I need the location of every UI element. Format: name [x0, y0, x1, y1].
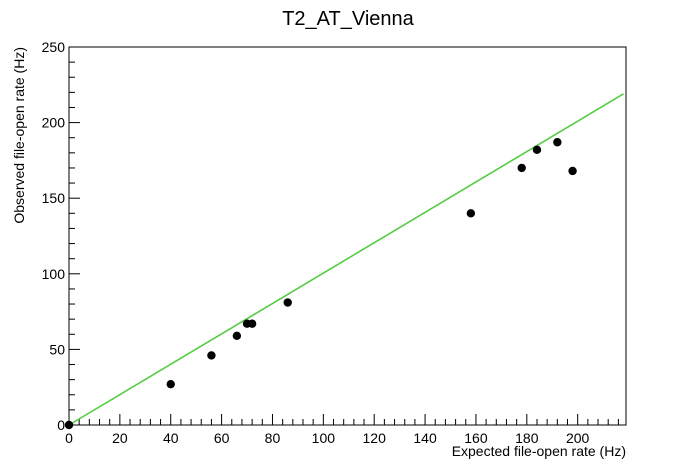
- x-axis-ticks: 0 20 40 60 80 100 120 140 160 180 200: [65, 414, 619, 446]
- y-tick-label: 100: [42, 266, 66, 282]
- data-point: [166, 379, 175, 389]
- chart-title: T2_AT_Vienna: [282, 8, 414, 30]
- y-tick-label: 250: [42, 39, 66, 55]
- fit-line: [68, 93, 624, 426]
- fit-line-group: [68, 93, 624, 426]
- y-tick-label: 150: [42, 190, 66, 206]
- x-tick-label: 140: [413, 430, 437, 446]
- data-point: [232, 331, 242, 340]
- x-axis-label: Expected file-open rate (Hz): [452, 443, 626, 459]
- x-tick-label: 120: [363, 430, 387, 446]
- plot-frame: [68, 46, 627, 426]
- x-tick-label: 200: [566, 430, 590, 446]
- data-point: [207, 351, 216, 360]
- data-point: [568, 166, 577, 176]
- y-tick-label: 0: [57, 417, 65, 433]
- data-point: [466, 209, 476, 218]
- data-point: [247, 319, 257, 328]
- x-tick-label: 100: [312, 430, 336, 446]
- data-point: [532, 145, 542, 155]
- x-tick-label: 160: [464, 430, 488, 446]
- x-tick-label: 180: [515, 430, 539, 446]
- x-tick-label: 0: [65, 430, 73, 446]
- x-tick-label: 20: [112, 430, 128, 446]
- data-point: [553, 138, 562, 147]
- x-tick-label: 60: [214, 430, 230, 446]
- data-points: [64, 138, 577, 430]
- x-tick-label: 80: [265, 430, 281, 446]
- data-point: [283, 298, 292, 307]
- data-point: [64, 420, 74, 430]
- x-tick-label: 40: [163, 430, 179, 446]
- y-tick-label: 50: [49, 341, 65, 357]
- y-axis-ticks: 0 50 100 150 200 250: [42, 39, 80, 433]
- y-tick-label: 200: [42, 115, 66, 131]
- data-point: [517, 163, 526, 173]
- plot-border: [68, 46, 627, 426]
- y-axis-label: Observed file-open rate (Hz): [11, 47, 27, 224]
